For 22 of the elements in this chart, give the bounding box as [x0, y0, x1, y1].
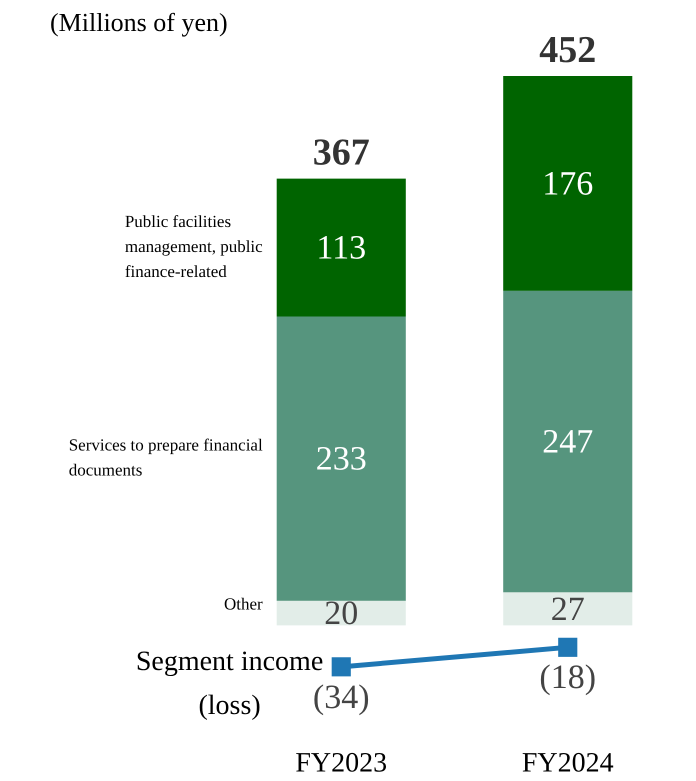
bar — [503, 290, 632, 592]
data-label: (18) — [539, 659, 596, 696]
total-label: 452 — [539, 28, 596, 71]
data-label: 20 — [324, 595, 358, 632]
bar — [503, 76, 632, 291]
series-label: Services to prepare financial documents — [68, 436, 263, 480]
data-label: 113 — [316, 229, 366, 266]
series-label: Public facilities management, public finance-related — [124, 212, 264, 282]
bar — [503, 592, 632, 626]
bar — [276, 600, 406, 626]
bar — [276, 178, 406, 317]
data-label: 233 — [316, 440, 367, 478]
data-label: 176 — [542, 165, 594, 202]
bar — [276, 316, 406, 601]
y-axis-title: (Millions of yen) — [50, 8, 228, 37]
series-label: Other — [224, 594, 264, 614]
data-label: 247 — [542, 424, 594, 461]
data-label: (34) — [312, 678, 370, 716]
data-label: 27 — [550, 590, 585, 628]
total-label: 367 — [312, 131, 370, 174]
x-tick-label: FY2023 — [295, 748, 388, 779]
x-tick-label: FY2024 — [522, 748, 614, 779]
